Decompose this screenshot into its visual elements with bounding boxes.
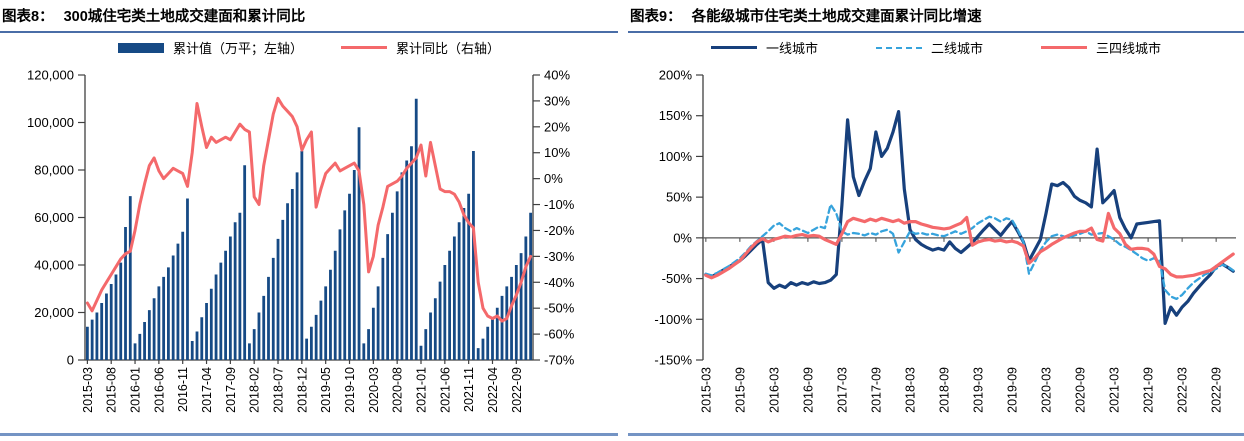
figure-9-title: 图表9： 各能级城市住宅类土地成交建面累计同比增速 bbox=[628, 0, 1244, 33]
legend-item-tier34: 三四线城市 bbox=[1041, 38, 1161, 57]
x-tick-label: 2021-06 bbox=[438, 367, 452, 413]
left-axis-tick-label: 120,000 bbox=[27, 68, 74, 83]
x-tick-label: 2016-11 bbox=[176, 367, 190, 412]
cumulative-yoy-line bbox=[85, 96, 533, 323]
legend-label-cumulative-yoy: 累计同比（右轴） bbox=[396, 41, 501, 56]
x-tick-label: 2016-01 bbox=[129, 367, 143, 413]
y-axis-tick-label: 200% bbox=[659, 68, 693, 83]
x-tick-label: 2018-02 bbox=[248, 367, 262, 413]
left-axis-tick-label: 20,000 bbox=[34, 305, 74, 320]
left-axis-tick-label: 60,000 bbox=[34, 210, 74, 225]
x-tick-label: 2021-11 bbox=[462, 367, 476, 412]
chart-8-plot: 0 20,000 40,000 60,000 80,000 100,000 120,000 -… bbox=[27, 68, 575, 413]
x-tick-label: 2016-06 bbox=[152, 367, 166, 413]
left-axis-tick-label: 100,000 bbox=[27, 115, 74, 130]
x-tick-label: 2019-03 bbox=[972, 367, 986, 413]
figure-8-panel: 图表8： 300城住宅类土地成交建面和累计同比 累计值（万平；左轴） 累计同比（右… bbox=[0, 0, 618, 441]
series-line-0 bbox=[704, 109, 1235, 325]
line-swatch-icon bbox=[1041, 46, 1087, 49]
x-tick-label: 2018-07 bbox=[272, 367, 286, 413]
right-axis-tick-label: 40% bbox=[544, 68, 570, 83]
cumulative-value-bars bbox=[85, 98, 533, 361]
right-axis-tick-label: 0% bbox=[544, 171, 563, 186]
x-tick-label: 2020-09 bbox=[1074, 367, 1088, 413]
x-tick-label: 2015-03 bbox=[81, 367, 95, 413]
figure-8-legend: 累计值（万平；左轴） 累计同比（右轴） bbox=[0, 38, 618, 57]
figure-9-label: 图表9： bbox=[630, 9, 682, 25]
bar-swatch-icon bbox=[117, 42, 164, 53]
x-tick-label: 2020-08 bbox=[391, 367, 405, 413]
legend-item-cumulative-value: 累计值（万平；左轴） bbox=[117, 38, 303, 57]
x-tick-label: 2021-01 bbox=[415, 367, 429, 413]
right-axis-tick-label: 30% bbox=[544, 93, 570, 108]
x-tick-label: 2019-05 bbox=[319, 367, 333, 413]
right-axis-tick-label: 10% bbox=[544, 145, 570, 160]
figure-8-label: 图表8： bbox=[2, 9, 54, 25]
y-axis-tick-label: -100% bbox=[654, 312, 692, 327]
legend-label-cumulative-value: 累计值（万平；左轴） bbox=[172, 41, 303, 56]
left-axis-tick-label: 40,000 bbox=[34, 258, 74, 273]
chart-9-plot: -150% -100% -50% 0% 50% 100% 150% 200% 2015-03 20… bbox=[654, 68, 1236, 413]
figure-8-bottom-rule bbox=[0, 433, 618, 436]
x-tick-label: 2017-03 bbox=[835, 367, 849, 413]
right-axis-tick-label: -20% bbox=[544, 223, 575, 238]
y-axis-tick-label: 100% bbox=[659, 149, 693, 164]
dashed-line-swatch-icon bbox=[875, 46, 922, 49]
x-tick-label: 2022-09 bbox=[510, 367, 524, 413]
y-axis-tick-label: 150% bbox=[659, 108, 693, 123]
right-axis-tick-label: -70% bbox=[544, 353, 575, 368]
left-axis-tick-label: 0 bbox=[67, 353, 74, 368]
x-tick-label: 2015-09 bbox=[733, 367, 747, 413]
x-tick-label: 2021-09 bbox=[1142, 367, 1156, 413]
x-tick-label: 2016-09 bbox=[801, 367, 815, 413]
figure-9-title-text: 各能级城市住宅类土地成交建面累计同比增速 bbox=[691, 9, 982, 25]
figure-9-panel: 图表9： 各能级城市住宅类土地成交建面累计同比增速 一线城市 二线城市 三四线城市… bbox=[628, 0, 1244, 441]
legend-label-tier1: 一线城市 bbox=[765, 41, 818, 56]
series-line-2 bbox=[704, 211, 1235, 280]
legend-label-tier34: 三四线城市 bbox=[1096, 41, 1162, 56]
x-tick-label: 2021-03 bbox=[1108, 367, 1122, 413]
x-tick-label: 2022-03 bbox=[1176, 367, 1190, 413]
y-axis-tick-label: 0% bbox=[673, 230, 692, 245]
x-tick-label: 2019-10 bbox=[343, 367, 357, 413]
x-tick-label: 2015-03 bbox=[699, 367, 713, 413]
series-line-1 bbox=[704, 203, 1235, 301]
figure-9-bottom-rule bbox=[628, 433, 1244, 436]
legend-item-tier1: 一线城市 bbox=[710, 38, 818, 57]
legend-item-tier2: 二线城市 bbox=[875, 38, 983, 57]
x-tick-label: 2019-09 bbox=[1006, 367, 1020, 413]
y-axis-tick-label: 50% bbox=[666, 190, 692, 205]
x-tick-label: 2018-12 bbox=[295, 367, 309, 413]
y-axis-tick-label: -50% bbox=[662, 271, 693, 286]
x-tick-label: 2022-09 bbox=[1210, 367, 1224, 413]
right-axis-tick-label: -10% bbox=[544, 197, 575, 212]
legend-item-cumulative-yoy: 累计同比（右轴） bbox=[341, 38, 500, 57]
right-axis-tick-label: 20% bbox=[544, 119, 570, 134]
figure-9-legend: 一线城市 二线城市 三四线城市 bbox=[628, 38, 1244, 57]
x-tick-label: 2017-09 bbox=[224, 367, 238, 413]
x-tick-label: 2018-09 bbox=[938, 367, 952, 413]
right-axis-tick-label: -30% bbox=[544, 249, 575, 264]
legend-label-tier2: 二线城市 bbox=[930, 41, 983, 56]
line-swatch-icon bbox=[710, 46, 757, 49]
x-tick-label: 2017-04 bbox=[200, 367, 214, 413]
line-swatch-icon bbox=[341, 46, 387, 49]
x-tick-label: 2020-03 bbox=[367, 367, 381, 413]
figure-8-title: 图表8： 300城住宅类土地成交建面和累计同比 bbox=[0, 0, 618, 33]
left-axis-tick-label: 80,000 bbox=[34, 163, 74, 178]
x-tick-label: 2017-09 bbox=[869, 367, 883, 413]
x-tick-label: 2015-08 bbox=[105, 367, 119, 413]
x-tick-label: 2022-04 bbox=[486, 367, 500, 413]
y-axis-tick-label: -150% bbox=[654, 353, 692, 368]
x-tick-label: 2018-03 bbox=[904, 367, 918, 413]
x-tick-label: 2020-03 bbox=[1040, 367, 1054, 413]
right-axis-tick-label: -50% bbox=[544, 301, 575, 316]
right-axis-tick-label: -60% bbox=[544, 327, 575, 342]
x-tick-label: 2016-03 bbox=[767, 367, 781, 413]
figure-8-title-text: 300城住宅类土地成交建面和累计同比 bbox=[63, 9, 306, 25]
right-axis-tick-label: -40% bbox=[544, 275, 575, 290]
